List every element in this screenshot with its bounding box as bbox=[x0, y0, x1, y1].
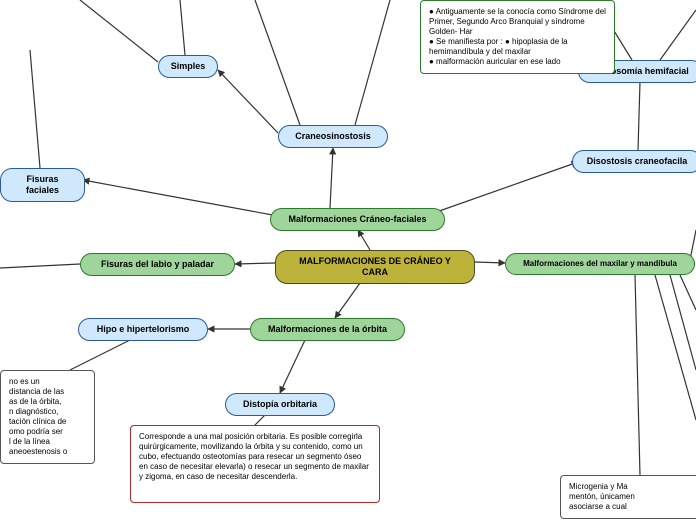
edge bbox=[218, 70, 278, 133]
edge bbox=[280, 340, 305, 393]
edge bbox=[355, 0, 390, 125]
node-craneosin[interactable]: Craneosinostosis bbox=[278, 125, 388, 148]
edge bbox=[635, 275, 640, 475]
edge bbox=[638, 82, 640, 150]
node-labio[interactable]: Fisuras del labio y paladar bbox=[80, 253, 235, 276]
edge bbox=[235, 263, 275, 264]
node-distopia[interactable]: Distopía orbitaria bbox=[225, 393, 335, 416]
node-fisuras[interactable]: Fisuras faciales bbox=[0, 168, 85, 202]
node-simples[interactable]: Simples bbox=[158, 55, 218, 78]
node-hipo[interactable]: Hipo e hipertelorismo bbox=[78, 318, 208, 341]
edge bbox=[83, 180, 278, 216]
edge bbox=[30, 50, 40, 168]
node-orbita[interactable]: Malformaciones de la órbita bbox=[250, 318, 405, 341]
edge bbox=[475, 262, 505, 263]
textbox-tb2: no es undistancia de lasas de la órbita,… bbox=[0, 370, 95, 464]
edge bbox=[680, 275, 696, 310]
edge bbox=[255, 0, 300, 125]
edge bbox=[670, 275, 696, 370]
node-craneo[interactable]: Malformaciones Cráneo-faciales bbox=[270, 208, 445, 231]
edge bbox=[0, 264, 80, 268]
textbox-tb1: ● Antiguamente se la conocía como Síndro… bbox=[420, 0, 615, 74]
node-disostosis[interactable]: Disostosis craneofacila bbox=[572, 150, 696, 173]
node-maxilar[interactable]: Malformaciones del maxilar y mandíbula bbox=[505, 253, 695, 275]
edge bbox=[80, 0, 158, 62]
textbox-tb4: Microgenia y Mamentón, únicamenasociarse… bbox=[560, 475, 696, 519]
edge bbox=[330, 148, 333, 208]
edge bbox=[255, 415, 265, 425]
edge bbox=[358, 230, 370, 250]
edge bbox=[660, 10, 696, 60]
edge bbox=[428, 162, 578, 215]
edge bbox=[70, 340, 130, 370]
node-root[interactable]: MALFORMACIONES DE CRÁNEO Y CARA bbox=[275, 250, 475, 284]
textbox-tb3: Corresponde a una mal posición orbitaria… bbox=[130, 425, 380, 503]
edge bbox=[180, 0, 185, 55]
